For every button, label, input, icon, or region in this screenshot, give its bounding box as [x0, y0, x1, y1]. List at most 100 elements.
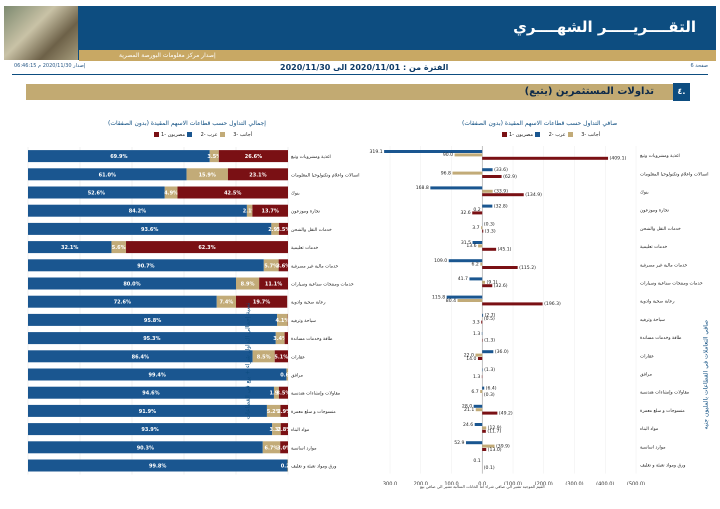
- bar: [480, 262, 483, 266]
- data-label: 84.2%: [129, 209, 146, 215]
- bar: [482, 189, 493, 193]
- data-label: (12.9): [488, 425, 502, 431]
- legend-arabs: عرب -2: [549, 132, 575, 138]
- category-label: سياحة وترفيه: [640, 318, 665, 323]
- bar-segment: [286, 368, 288, 381]
- bar: [482, 168, 493, 172]
- data-label: 31.5: [461, 240, 471, 246]
- data-label: 1.3: [473, 374, 480, 380]
- data-label: 0.2: [473, 207, 480, 213]
- bar-segment: [28, 459, 288, 472]
- bar: [482, 386, 485, 390]
- bar-segment: [216, 295, 236, 308]
- data-label: (196.3): [544, 301, 561, 307]
- legend-egyptians: مصريون -1: [509, 132, 542, 138]
- data-label: 3.3%: [269, 427, 283, 433]
- data-label: 3.3: [472, 319, 479, 325]
- category-label: مقاولات وإنشاءات هندسية: [640, 391, 690, 396]
- data-label: 3.5%: [277, 227, 291, 233]
- data-label: 0.6%: [280, 373, 294, 379]
- bar-segment: [28, 404, 267, 417]
- category-label: سياحة وترفيه: [291, 319, 316, 324]
- chart-footnote: القيم الموجبة تشير الي صافي شراء اما الخ…: [420, 484, 545, 489]
- bar: [482, 426, 487, 430]
- data-label: 14.0: [466, 356, 476, 362]
- section-title: تداولات المستثمرين (يتبع): [524, 86, 654, 97]
- bar-segment: [280, 423, 288, 436]
- data-label: (0.1): [484, 465, 495, 471]
- bar-segment: [287, 459, 288, 472]
- data-label: 94.6%: [142, 391, 159, 397]
- category-label: تجارة وموزعون: [291, 210, 321, 215]
- data-label: (9.1): [487, 280, 498, 286]
- bar-segment: [280, 404, 288, 417]
- legend-foreigners: أجانب -3: [152, 132, 252, 138]
- data-label: (1.3): [484, 367, 495, 373]
- bar: [452, 171, 483, 175]
- bar-segment: [263, 259, 279, 272]
- data-label: (39.9): [496, 443, 510, 449]
- bar-segment: [266, 404, 281, 417]
- data-label: 11.1%: [265, 282, 282, 288]
- bar: [469, 277, 483, 281]
- x-tick-label: (100.0): [504, 482, 522, 485]
- bar: [482, 193, 524, 197]
- bar: [482, 280, 486, 284]
- bar-segment: [246, 204, 253, 217]
- bar: [473, 404, 483, 408]
- bar: [481, 226, 483, 230]
- data-label: 3.0%: [277, 445, 291, 451]
- data-label: 99.4%: [149, 373, 166, 379]
- bar-segment: [275, 332, 285, 345]
- data-label: 42.5%: [224, 191, 241, 197]
- data-label: 22.0: [464, 352, 474, 358]
- section-header: تداولات المستثمرين (يتبع) ٤.: [26, 83, 690, 101]
- data-label: 3.7: [472, 225, 479, 231]
- data-label: 13.6: [466, 243, 476, 249]
- x-tick-label: (400.0): [596, 482, 614, 485]
- bar: [482, 204, 493, 208]
- report-period: الفترة من : 2020/11/01 الى 2020/11/30: [280, 63, 449, 72]
- bar-segment: [111, 241, 127, 254]
- bar: [465, 441, 483, 445]
- bar: [430, 186, 483, 190]
- data-label: (409.1): [610, 156, 627, 162]
- trading-floor-photo: [4, 6, 78, 60]
- left-stacked-bar-chart: 0%20%40%60%80%100%69.9%3.5%26.6%اغذية وم…: [27, 147, 359, 475]
- bar-segment: [28, 168, 187, 181]
- data-label: (134.9): [525, 192, 542, 198]
- x-tick-label: 200.0: [414, 482, 428, 485]
- category-label: منسوجات و سلع معمرة: [291, 410, 336, 415]
- data-label: 19.7%: [253, 300, 270, 306]
- data-label: 21.1: [464, 407, 474, 413]
- data-label: (13.0): [488, 447, 502, 453]
- category-label: اتصالات واعلام وتكنولوجيا المعلومات: [291, 172, 359, 178]
- category-label: موارد اساسية: [640, 445, 666, 450]
- bar: [482, 229, 484, 233]
- x-tick-label: (500.0): [627, 482, 645, 485]
- bar: [482, 175, 502, 178]
- category-label: اغذية ومشروبات وتبغ: [640, 154, 680, 159]
- bar-segment: [28, 332, 276, 345]
- bar-segment: [177, 186, 288, 199]
- issue-timestamp: إصدار 2020/11/30 م 06:46:15: [14, 63, 86, 69]
- bar-segment: [28, 204, 247, 217]
- data-label: 3.5%: [207, 154, 221, 160]
- bar-segment: [28, 259, 264, 272]
- category-label: بنوك: [291, 192, 300, 197]
- category-label: طاقة وخدمات مساندة: [640, 336, 682, 341]
- bar: [457, 299, 483, 302]
- x-tick-label: 100.0: [444, 482, 458, 485]
- legend-arabs: عرب -2: [201, 132, 227, 138]
- data-label: (32.6): [494, 283, 508, 289]
- bar: [446, 295, 483, 299]
- bar: [478, 244, 483, 248]
- data-label: 32.1%: [61, 245, 78, 251]
- bar-segment: [252, 204, 288, 217]
- data-label: 90.7%: [137, 263, 154, 269]
- data-label: 5.1%: [274, 354, 288, 360]
- x-tick-label: (200.0): [535, 482, 553, 485]
- data-label: 3.4%: [273, 336, 287, 342]
- data-label: 62.3%: [198, 245, 215, 251]
- data-label: (62.9): [503, 174, 517, 180]
